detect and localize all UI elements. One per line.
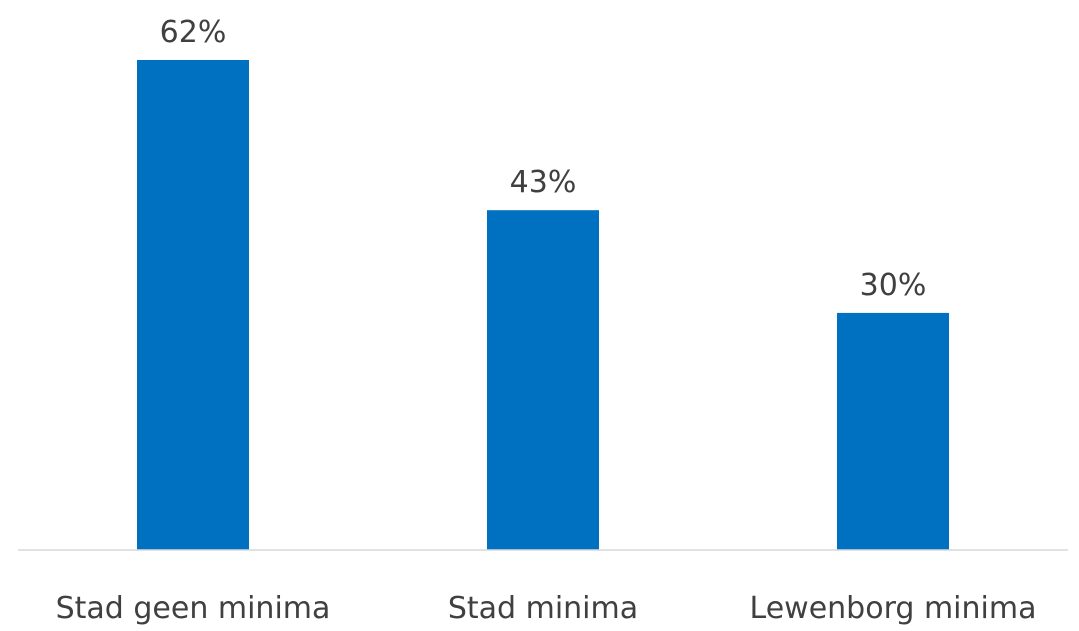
data-label-2: 43% [510,165,577,200]
category-label-3: Lewenborg minima [750,591,1037,626]
bar-2 [487,210,599,550]
data-label-1: 62% [160,15,227,50]
bar-3 [837,312,949,550]
category-label-2: Stad minima [448,591,638,626]
bar-1 [137,60,249,550]
category-label-1: Stad geen minima [56,591,331,626]
value-labels-layer: 62% 43% 30% [160,15,927,303]
bars-layer [137,60,949,550]
data-label-3: 30% [860,268,927,303]
category-labels-layer: Stad geen minima Stad minima Lewenborg min… [56,591,1037,626]
